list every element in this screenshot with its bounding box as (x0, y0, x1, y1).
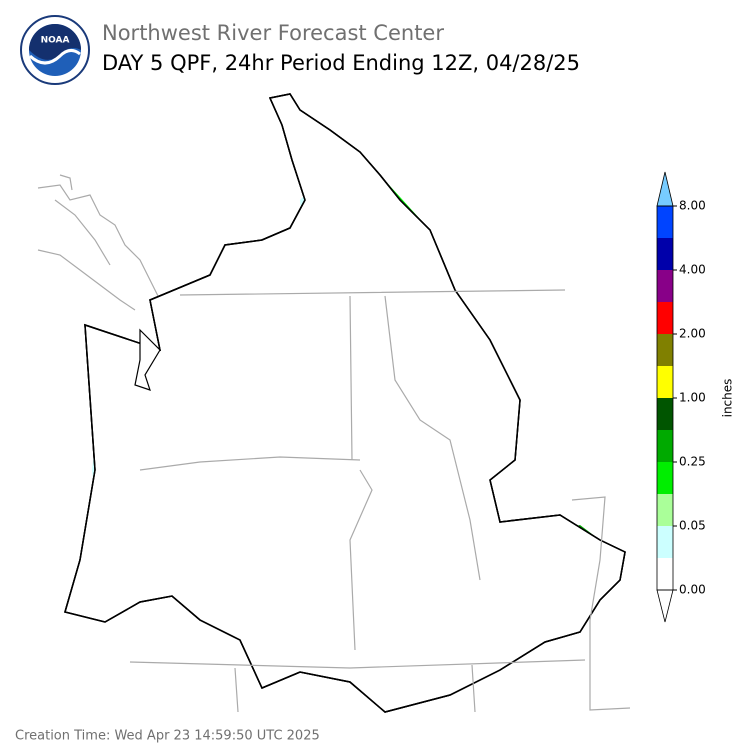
colorbar: 0.00 0.05 0.25 1.00 2.00 4.00 8.00 (656, 171, 706, 623)
colorbar-extend-under (656, 589, 674, 623)
map (37, 93, 631, 713)
logo-text: NOAA (41, 36, 70, 46)
colorbar-segment (657, 302, 673, 334)
colorbar-tick-label: 0.25 (679, 455, 706, 469)
creation-time: Creation Time: Wed Apr 23 14:59:50 UTC 2… (15, 729, 320, 744)
colorbar-tick-label: 0.05 (679, 519, 706, 533)
noaa-logo: NOAA (20, 15, 90, 85)
colorbar-segment (657, 526, 673, 558)
colorbar-tick-label: 2.00 (679, 327, 706, 341)
colorbar-segment (657, 462, 673, 494)
colorbar-tick-label: 4.00 (679, 263, 706, 277)
colorbar-tick-label: 0.00 (679, 583, 706, 597)
colorbar-tick-label: 1.00 (679, 391, 706, 405)
colorbar-segment (657, 494, 673, 526)
colorbar-extend-over (656, 171, 674, 207)
organization: Northwest River Forecast Center (102, 21, 444, 45)
map-title: DAY 5 QPF, 24hr Period Ending 12Z, 04/28… (102, 51, 580, 75)
colorbar-segment (657, 366, 673, 398)
colorbar-segment (657, 270, 673, 302)
colorbar-tick-label: 8.00 (679, 199, 706, 213)
colorbar-segment (657, 558, 673, 590)
colorbar-label: inches (721, 379, 735, 418)
colorbar-segment (657, 430, 673, 462)
colorbar-segment (657, 238, 673, 270)
colorbar-segment (657, 334, 673, 366)
colorbar-segment (657, 398, 673, 430)
colorbar-segment (657, 206, 673, 238)
